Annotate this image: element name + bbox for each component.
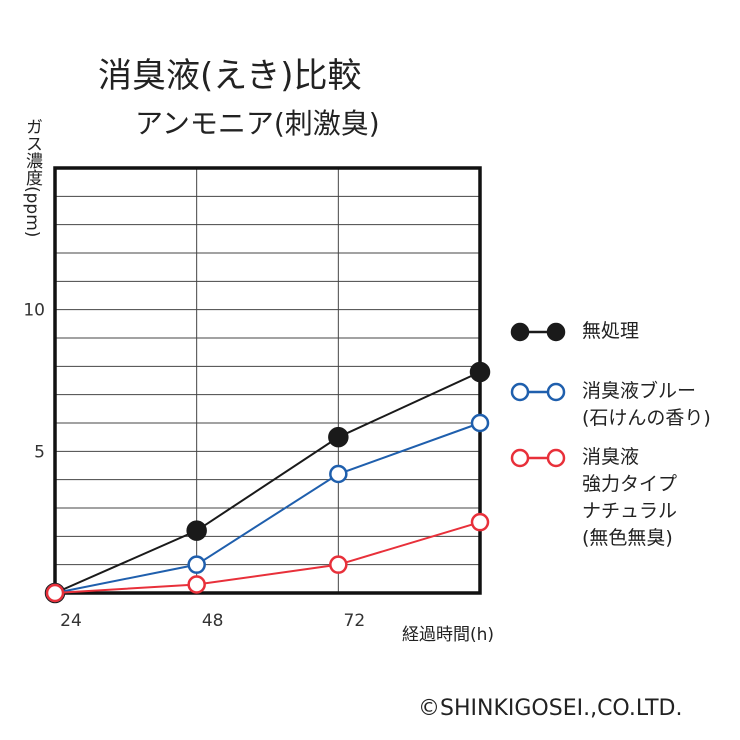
legend-label: 消臭液ブルー (石けんの香り) (582, 380, 711, 429)
series-line (54, 422, 481, 594)
data-point (470, 413, 490, 433)
legend-label: 無処理 (582, 320, 640, 342)
y-axis-label: ガス濃度(ppm) (22, 118, 42, 238)
data-point (186, 520, 207, 541)
data-point (187, 575, 206, 594)
legend-marker (546, 448, 566, 468)
legend-marker (510, 448, 530, 468)
legend-marker (546, 382, 566, 402)
data-point (328, 426, 349, 448)
plot-frame (53, 166, 482, 595)
series-line (54, 521, 481, 594)
data-point (329, 555, 348, 574)
chart-title: 消臭液(えき)比較 (98, 56, 362, 96)
legend-marker (510, 382, 530, 402)
x-tick-label: 24 (60, 611, 82, 631)
y-tick-label: 5 (34, 442, 45, 462)
data-point (187, 555, 206, 574)
legend-marker (510, 322, 530, 342)
legend-label: 消臭液 強力タイプ ナチュラル (無色無臭) (582, 446, 678, 549)
y-tick-label: 10 (23, 301, 45, 321)
chart-subtitle: アンモニア(刺激臭) (135, 107, 380, 140)
data-point (329, 464, 348, 484)
data-point (45, 583, 65, 603)
legend-marker (546, 322, 566, 342)
x-tick-label: 72 (344, 611, 366, 631)
copyright: ©SHINKIGOSEI.,CO.LTD. (418, 696, 683, 721)
x-axis-label: 経過時間(h) (402, 625, 495, 645)
series-line (54, 371, 481, 594)
data-point (469, 361, 491, 383)
x-tick-label: 48 (202, 611, 224, 631)
data-point (470, 512, 490, 532)
